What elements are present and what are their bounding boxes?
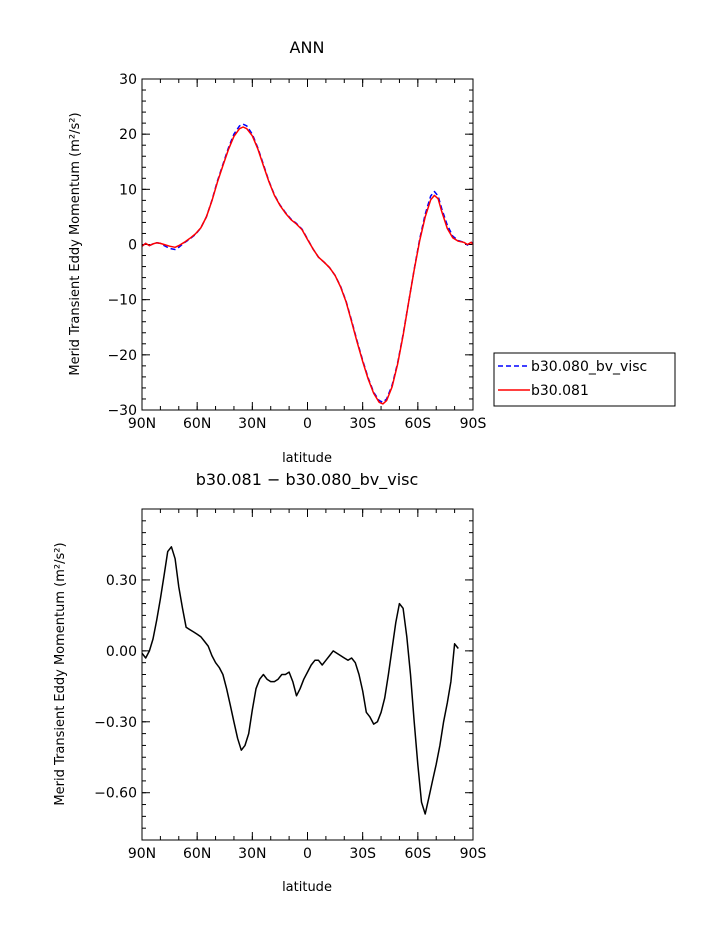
bottom-y-axis-label: Merid Transient Eddy Momentum (m²/s²) [53, 542, 68, 805]
top-y-tick-label: −20 [107, 348, 137, 364]
top-panel: ANN 90N 60N 30N 0 30S 60S 90S−30−20−100102030 … [68, 38, 676, 466]
top-y-tick-label: 30 [119, 72, 137, 88]
legend-box [493, 352, 676, 407]
bottom-chart-frame [141, 508, 474, 841]
bottom-y-tick-label: −0.30 [94, 715, 137, 731]
top-chart-ticks: 90N 60N 30N 0 30S 60S 90S −30 −20 −10 0 10 20 30 [107, 72, 486, 432]
legend-label-b30-080-bv-visc: b30.080_bv_visc [531, 359, 647, 375]
top-x-tick-label: 90S [460, 416, 487, 432]
bottom-series-line-0 [141, 546, 459, 815]
top-y-tick-label: 20 [119, 127, 137, 143]
legend-label-b30-081: b30.081 [531, 383, 589, 399]
top-x-axis-label: latitude [282, 451, 332, 466]
legend: b30.080_bv_visc b30.081 [493, 352, 676, 407]
bottom-y-tick-label: 0.30 [106, 573, 137, 589]
bottom-panel: b30.081 − b30.080_bv_visc 90N 60N 30N 0 30S 6… [53, 470, 486, 895]
bottom-y-tick-label: −0.60 [94, 786, 137, 802]
bottom-x-tick-label: 90S [460, 846, 487, 862]
bottom-x-tick-label: 30N [238, 846, 266, 862]
top-x-tick-label: 30N [238, 416, 266, 432]
bottom-chart-ticks: 90N 60N 30N 0 30S 60S 90S −0.60 −0.30 0.00 0.30 [94, 509, 486, 862]
top-y-tick-label: 10 [119, 182, 137, 198]
top-series-line-0 [141, 123, 474, 404]
top-chart-series [141, 123, 474, 405]
top-x-tick-label: 30S [349, 416, 376, 432]
top-series-line-1 [141, 126, 474, 405]
bottom-x-axis-label: latitude [282, 880, 332, 895]
bottom-x-tick-label: 90N [128, 846, 156, 862]
top-chart-title: ANN [290, 38, 325, 57]
bottom-x-tick-label: 30S [349, 846, 376, 862]
top-y-tick-label: −30 [107, 403, 137, 419]
top-x-tick-label: 60S [404, 416, 431, 432]
bottom-y-tick-label: 0.00 [106, 644, 137, 660]
top-y-axis-label: Merid Transient Eddy Momentum (m²/s²) [68, 112, 83, 375]
bottom-x-tick-label: 60N [183, 846, 211, 862]
top-x-tick-label: 60N [183, 416, 211, 432]
bottom-x-tick-label: 0 [303, 846, 312, 862]
top-x-tick-label: 90N [128, 416, 156, 432]
top-y-tick-label: −10 [107, 293, 137, 309]
bottom-x-tick-label: 60S [404, 846, 431, 862]
top-y-tick-label: 0 [128, 238, 137, 254]
bottom-chart-title: b30.081 − b30.080_bv_visc [196, 470, 419, 490]
bottom-chart-series [141, 546, 459, 815]
top-chart-frame [141, 78, 474, 411]
top-x-tick-label: 0 [303, 416, 312, 432]
